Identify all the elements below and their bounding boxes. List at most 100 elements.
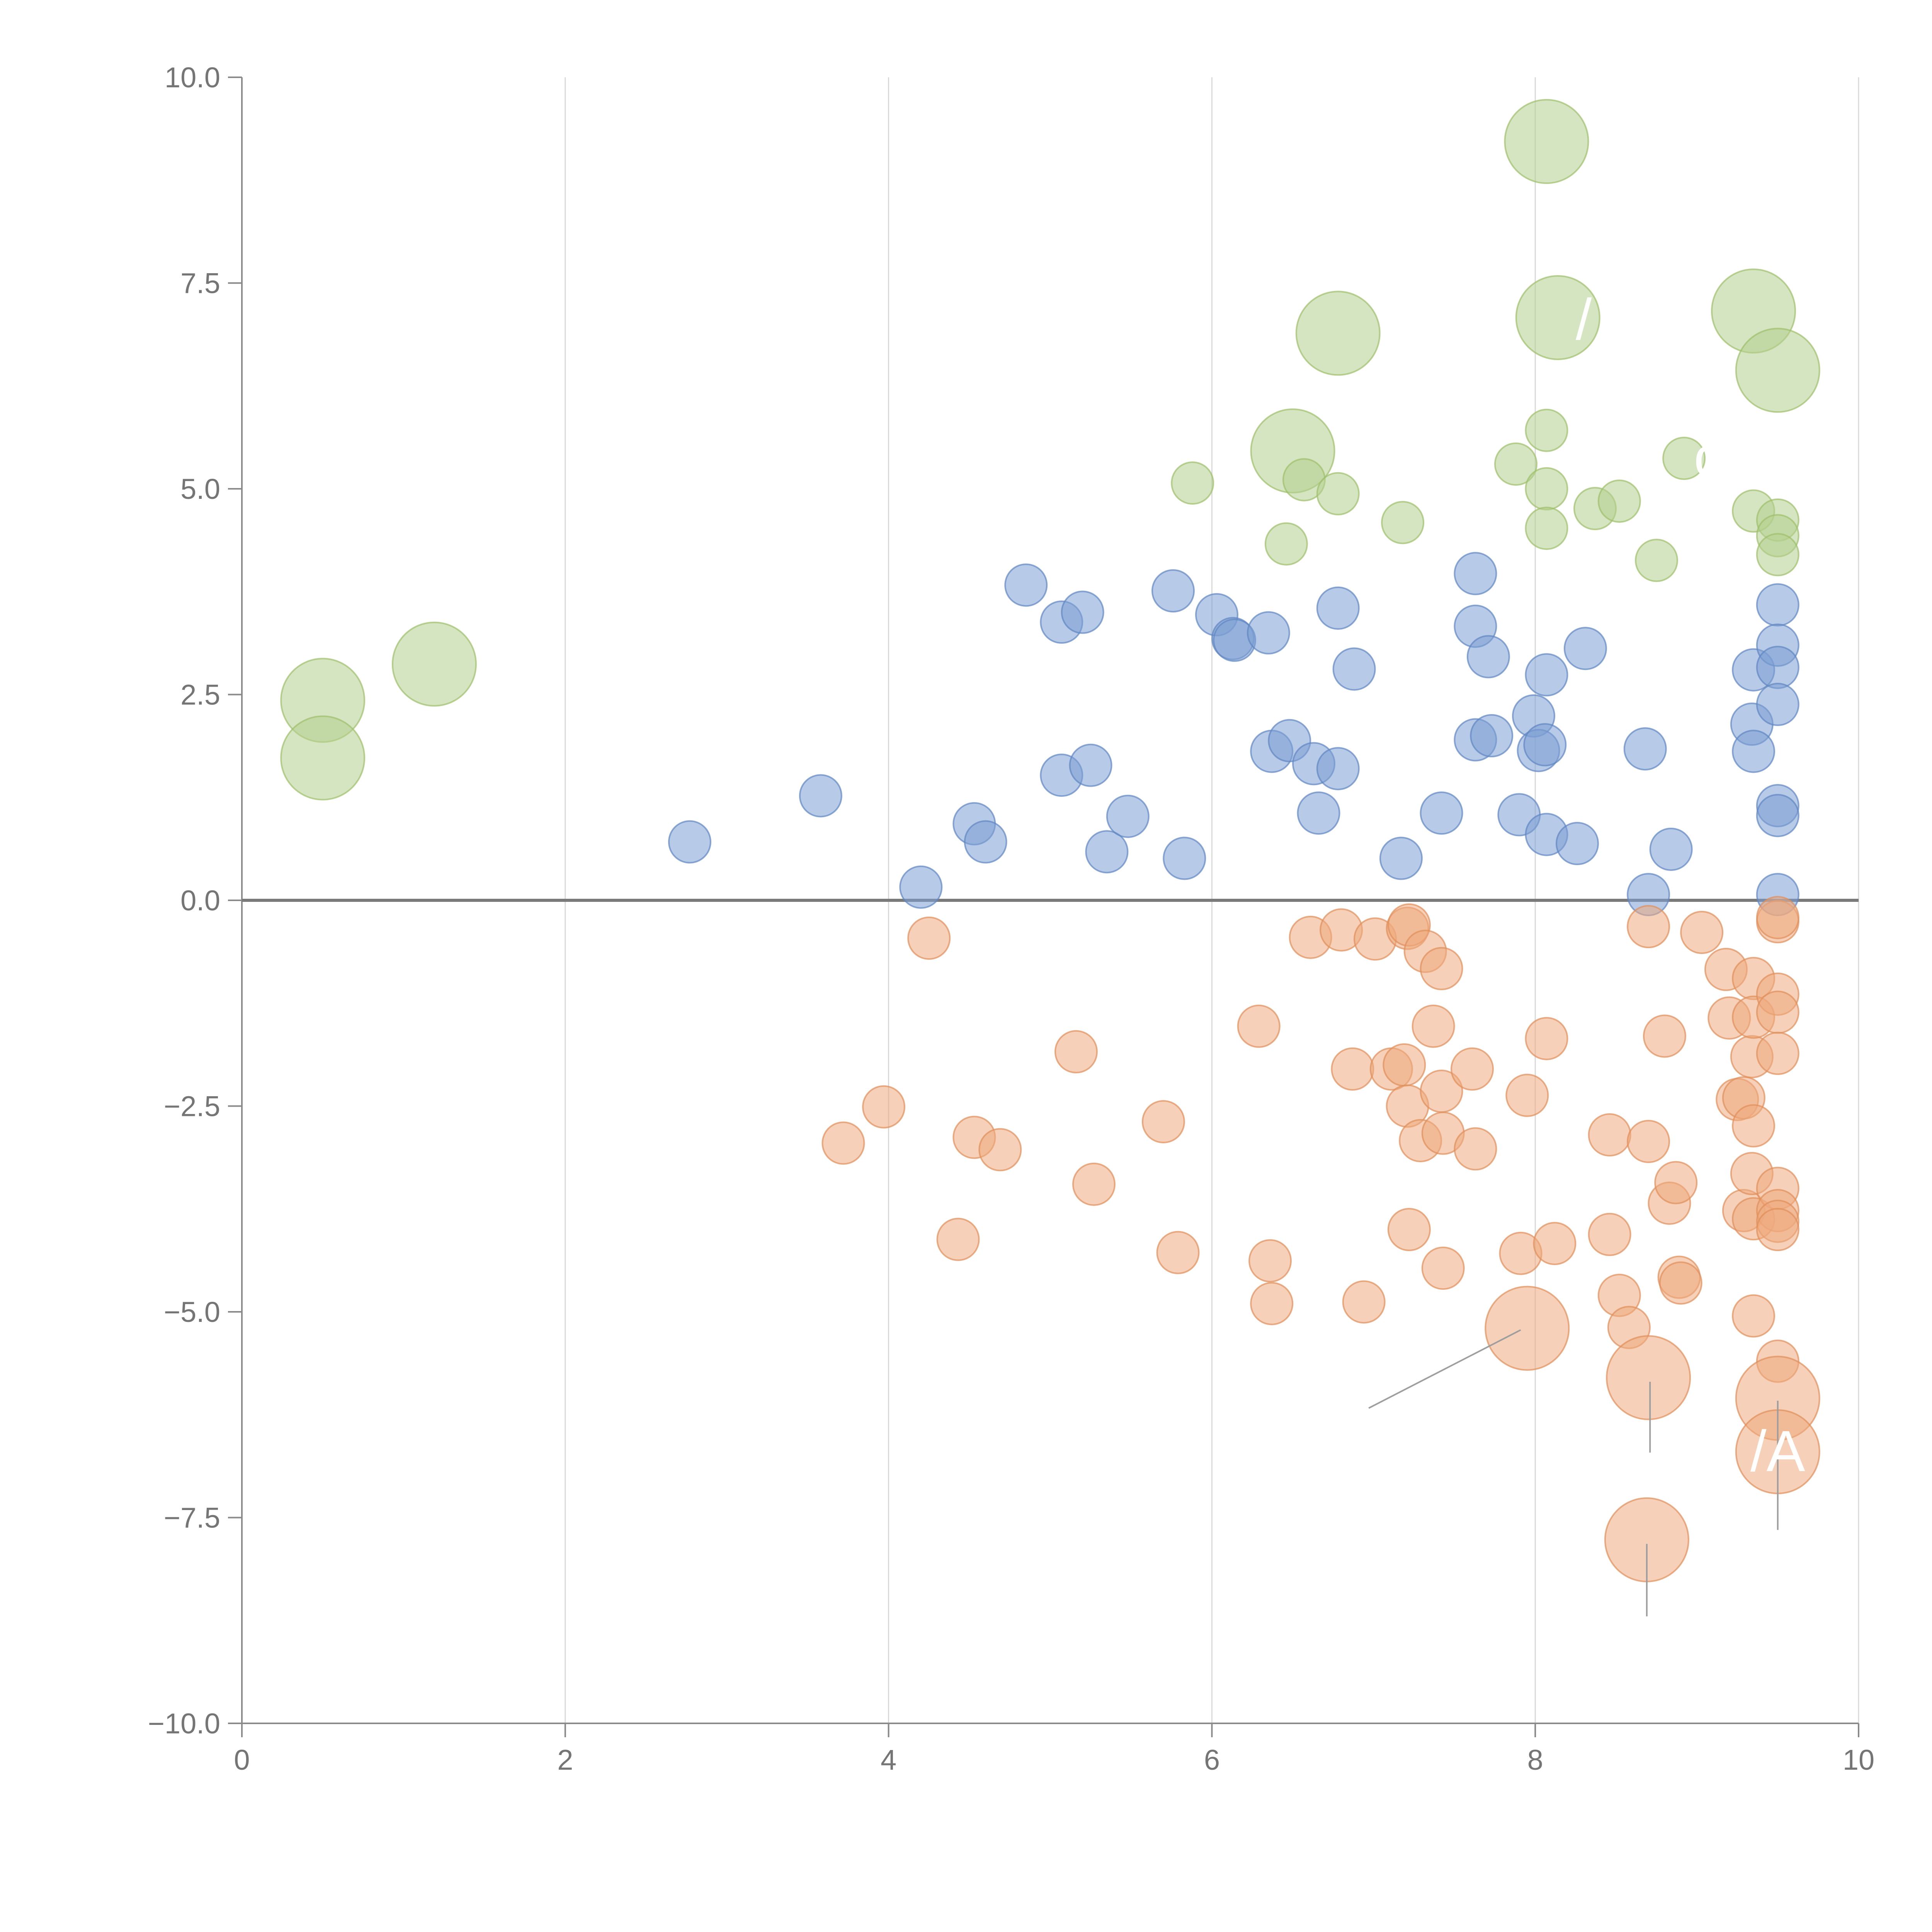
orange-point	[1505, 1073, 1549, 1117]
x-tick-label: 4	[881, 1744, 896, 1776]
orange-point	[936, 1218, 980, 1261]
y-tick-label: −2.5	[164, 1090, 220, 1122]
y-tick-label: 0.0	[180, 884, 220, 917]
orange-point	[1421, 1247, 1465, 1290]
y-tick-label: 2.5	[180, 679, 220, 711]
orange-point	[1248, 1239, 1292, 1282]
y-tick-label: −10.0	[148, 1708, 220, 1740]
blue-point	[1069, 743, 1112, 787]
y-tick-label: 7.5	[180, 267, 220, 299]
annotations: /A / / o	[1576, 283, 1805, 1483]
blue-point	[1247, 611, 1290, 655]
orange-point	[1756, 1208, 1799, 1251]
orange-point	[907, 916, 951, 960]
blue-point	[1756, 583, 1799, 627]
blue-point	[1563, 627, 1607, 670]
green-point	[1735, 328, 1820, 413]
blue-point	[1756, 683, 1799, 726]
orange-point	[1250, 1282, 1294, 1325]
blue-point	[1316, 747, 1360, 791]
orange-point	[1420, 947, 1463, 990]
green-point	[1295, 291, 1381, 376]
green-point	[1525, 467, 1568, 510]
green-point	[1171, 461, 1214, 505]
green-point	[391, 621, 477, 707]
blue-point	[1379, 837, 1423, 880]
blue-point	[1470, 714, 1514, 757]
blue-point	[1649, 827, 1693, 871]
orange-point	[1454, 1127, 1497, 1171]
axes: 10.0 7.5 5.0 2.5 0.0 −2.5 −5.0 −7.5 −10.0 0 2 4 6 8 10	[148, 61, 1874, 1776]
green-point	[1264, 522, 1308, 566]
blue-point	[1466, 635, 1510, 679]
orange-point	[1756, 896, 1799, 939]
orange-point	[1680, 911, 1724, 954]
x-tick-label: 2	[557, 1744, 573, 1776]
blue-point	[1454, 552, 1497, 595]
green-point	[1597, 479, 1641, 523]
blue-point	[1555, 822, 1599, 866]
annotation-label: o	[1694, 424, 1726, 489]
blue-point	[1332, 647, 1376, 691]
orange-point	[1387, 1208, 1431, 1251]
orange-point	[1756, 990, 1799, 1034]
leader-line	[1368, 1329, 1521, 1409]
orange-point	[1588, 1213, 1631, 1256]
green-point	[1525, 408, 1568, 452]
green-point	[1515, 275, 1600, 360]
y-tick-label: −7.5	[164, 1502, 220, 1534]
orange-point	[1627, 1120, 1670, 1163]
orange-point	[1732, 1294, 1776, 1338]
blue-point	[1004, 563, 1048, 607]
leader-lines	[1368, 1329, 1779, 1617]
blue-point	[1106, 794, 1150, 838]
orange-point	[1627, 905, 1670, 949]
blue-point	[1732, 730, 1776, 773]
green-point	[1635, 539, 1678, 582]
y-tick-label: 5.0	[180, 473, 220, 505]
green-point	[1525, 507, 1568, 550]
green-point	[1494, 442, 1537, 486]
orange-point	[1237, 1004, 1281, 1048]
orange-point	[1654, 1161, 1698, 1204]
blue-point	[1420, 791, 1463, 835]
blue-point	[668, 820, 711, 864]
orange-point	[1659, 1261, 1702, 1305]
blue-point	[899, 865, 943, 909]
green-point	[1316, 472, 1360, 515]
annotation-label: /	[1576, 287, 1592, 352]
orange-point	[1451, 1047, 1494, 1091]
y-tick-label: 10.0	[165, 61, 220, 94]
orange-point	[1533, 1222, 1577, 1265]
blue-point	[1061, 590, 1104, 634]
orange-point	[862, 1085, 906, 1129]
orange-point	[978, 1128, 1022, 1172]
green-point	[280, 715, 366, 801]
blue-point	[1163, 837, 1206, 880]
green-point	[1662, 437, 1706, 480]
blue-point	[1525, 653, 1568, 697]
orange-point	[821, 1121, 865, 1165]
blue-point	[799, 774, 842, 818]
blue-point	[1297, 791, 1340, 835]
x-tick-label: 0	[234, 1744, 250, 1776]
orange-point	[1732, 1104, 1776, 1148]
data-points	[280, 99, 1820, 1583]
orange-point	[1485, 1286, 1570, 1371]
blue-point	[1085, 830, 1129, 874]
orange-point	[1054, 1030, 1098, 1073]
orange-point	[1141, 1100, 1185, 1143]
annotation-label: /A	[1750, 1418, 1805, 1483]
orange-point	[1756, 1032, 1799, 1075]
green-point	[1504, 99, 1589, 184]
orange-point	[1588, 1113, 1631, 1157]
x-tick-label: 8	[1527, 1744, 1543, 1776]
blue-point	[1756, 794, 1799, 837]
blue-point	[1316, 586, 1360, 630]
blue-point	[964, 820, 1007, 864]
green-point	[1381, 501, 1425, 544]
green-point	[1756, 533, 1799, 577]
x-tick-label: 10	[1843, 1744, 1874, 1776]
blue-point	[1523, 723, 1567, 767]
